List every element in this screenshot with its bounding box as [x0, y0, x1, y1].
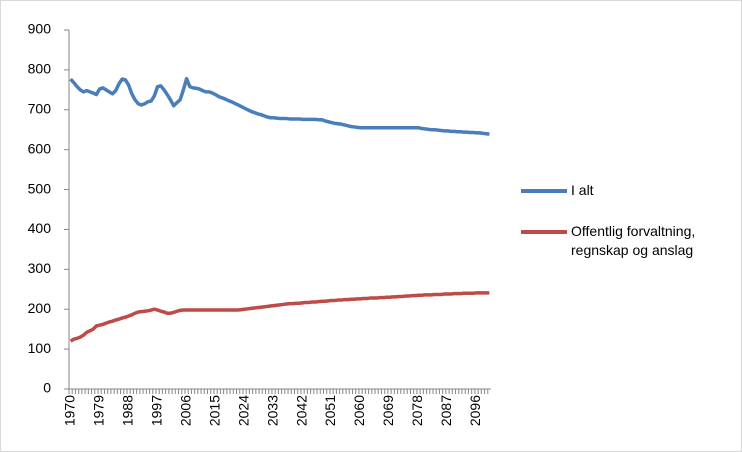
x-tick-label: 2087 — [438, 395, 454, 426]
legend-label: Offentlig forvaltning, regnskap og ansla… — [571, 223, 696, 258]
legend-item: Offentlig forvaltning, regnskap og ansla… — [521, 222, 731, 260]
y-tick-label: 700 — [28, 100, 52, 116]
x-tick-label: 1997 — [148, 395, 164, 426]
x-tick-label: 1979 — [90, 395, 106, 426]
series-line — [69, 291, 490, 343]
legend-item: I alt — [521, 181, 731, 200]
x-tick-label: 2078 — [409, 395, 425, 426]
x-tick-label: 2096 — [467, 395, 483, 426]
y-tick-label: 300 — [28, 260, 52, 276]
y-tick-label: 100 — [28, 340, 52, 356]
series-line — [69, 76, 490, 136]
y-tick-label: 400 — [28, 220, 52, 236]
x-tick-label: 2024 — [235, 395, 251, 426]
legend-label: I alt — [571, 182, 594, 198]
x-tick-label: 2069 — [380, 395, 396, 426]
y-tick-label: 500 — [28, 180, 52, 196]
legend: I alt Offentlig forvaltning, regnskap og … — [521, 181, 731, 282]
x-tick-label: 1988 — [119, 395, 135, 426]
legend-swatch — [521, 230, 567, 234]
x-tick-label: 2060 — [351, 395, 367, 426]
y-tick-label: 900 — [28, 21, 52, 37]
x-tick-label: 2042 — [293, 395, 309, 426]
x-tick-label: 2033 — [264, 395, 280, 426]
x-tick-label: 2006 — [177, 395, 193, 426]
x-tick-label: 1970 — [61, 395, 77, 426]
y-tick-label: 0 — [43, 380, 51, 396]
y-tick-label: 600 — [28, 140, 52, 156]
y-tick-label: 200 — [28, 300, 52, 316]
y-tick-label: 800 — [28, 61, 52, 77]
x-tick-label: 2051 — [322, 395, 338, 426]
x-tick-label: 2015 — [206, 395, 222, 426]
legend-swatch — [521, 189, 567, 193]
